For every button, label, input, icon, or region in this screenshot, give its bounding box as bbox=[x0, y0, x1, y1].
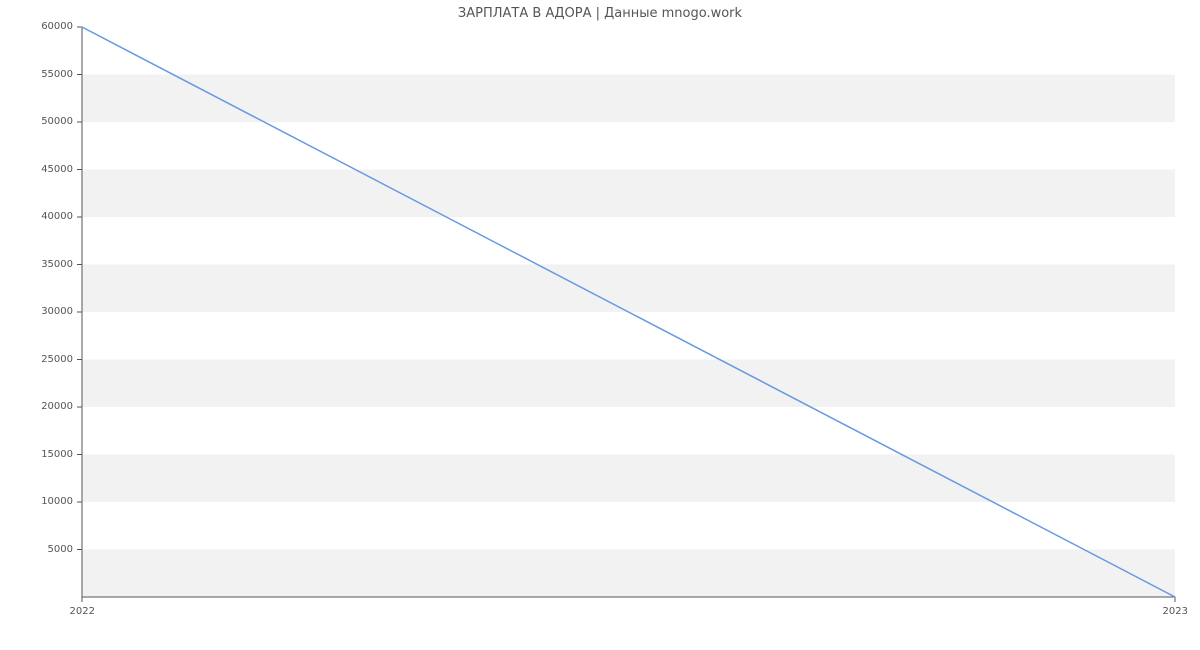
y-tick-label: 45000 bbox=[41, 164, 73, 175]
x-tick-label: 2023 bbox=[1163, 606, 1188, 617]
y-tick-label: 20000 bbox=[41, 401, 73, 412]
x-tick-label: 2022 bbox=[70, 606, 95, 617]
y-tick-label: 40000 bbox=[41, 211, 73, 222]
y-tick-label: 60000 bbox=[41, 21, 73, 32]
y-tick-label: 5000 bbox=[48, 544, 73, 555]
salary-chart: ЗАРПЛАТА В АДОРА | Данные mnogo.work 500… bbox=[0, 0, 1200, 650]
y-tick-label: 35000 bbox=[41, 259, 73, 270]
chart-svg bbox=[0, 0, 1200, 650]
y-tick-label: 50000 bbox=[41, 116, 73, 127]
y-tick-label: 30000 bbox=[41, 306, 73, 317]
y-tick-label: 25000 bbox=[41, 354, 73, 365]
y-tick-label: 15000 bbox=[41, 449, 73, 460]
y-tick-label: 55000 bbox=[41, 69, 73, 80]
y-tick-label: 10000 bbox=[41, 496, 73, 507]
